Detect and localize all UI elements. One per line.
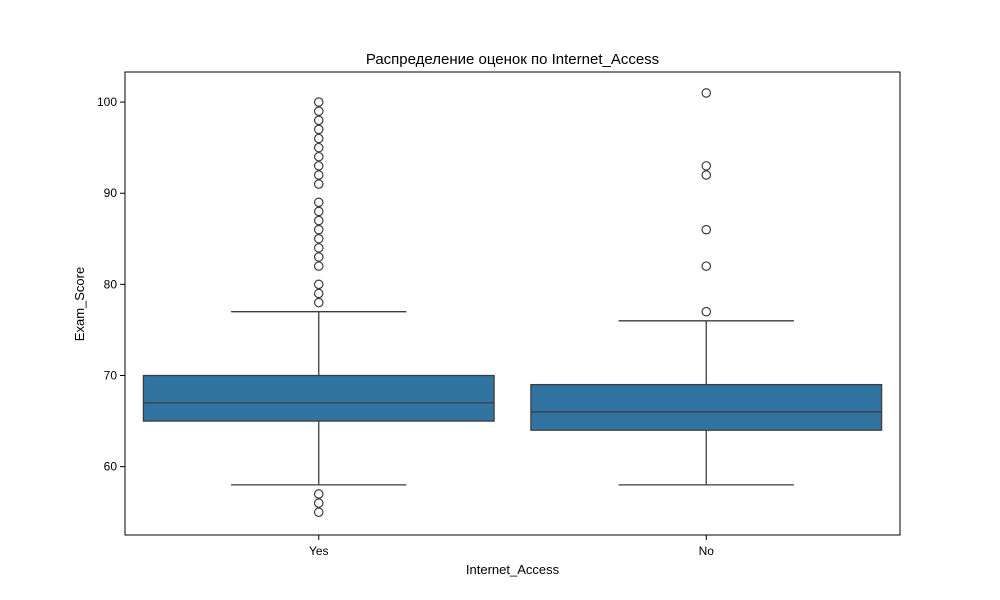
box-iqr (142, 374, 495, 422)
x-tick-label: No (699, 544, 715, 558)
outlier-point (313, 288, 324, 299)
outlier-point (313, 224, 324, 235)
outlier-point (313, 252, 324, 262)
outlier-point (701, 224, 712, 235)
outlier-point (313, 124, 324, 135)
outlier-point (313, 170, 324, 180)
x-tick-label: Yes (309, 544, 329, 558)
box-group-no (530, 88, 883, 486)
outlier-point (313, 206, 324, 217)
outlier-point (313, 297, 324, 308)
outlier-point (313, 115, 324, 126)
outlier-point (701, 88, 712, 98)
box-group-yes (142, 97, 495, 518)
outlier-point (313, 243, 324, 253)
outlier-point (701, 306, 712, 317)
y-tick-label: 60 (104, 460, 118, 474)
outlier-point (313, 133, 324, 144)
outlier-point (313, 197, 324, 208)
plot-layer (142, 88, 883, 518)
outlier-point (313, 97, 324, 107)
outlier-point (313, 507, 324, 518)
outlier-point (701, 261, 712, 271)
outlier-point (313, 233, 324, 244)
outlier-point (313, 106, 324, 116)
y-tick-label: 80 (104, 277, 118, 291)
outlier-point (313, 179, 324, 189)
y-tick-label: 90 (104, 186, 118, 200)
chart-title: Распределение оценок по Internet_Access (366, 51, 659, 68)
outlier-point (313, 215, 324, 226)
outlier-point (701, 170, 712, 180)
outlier-point (313, 498, 324, 508)
outlier-point (701, 161, 712, 171)
y-axis-label: Exam_Score (72, 267, 87, 341)
outlier-point (313, 161, 324, 171)
plot-frame (124, 71, 901, 536)
x-axis-label: Internet_Access (466, 562, 560, 577)
box-iqr (530, 383, 883, 431)
outlier-point (313, 151, 324, 162)
y-tick-label: 70 (104, 369, 118, 383)
outlier-point (313, 142, 324, 153)
outlier-point (313, 279, 324, 290)
outlier-point (313, 489, 324, 499)
axis-layer: 60 70 80 90 100 Yes No (97, 95, 714, 558)
outlier-point (313, 261, 324, 271)
y-tick-label: 100 (97, 95, 117, 109)
